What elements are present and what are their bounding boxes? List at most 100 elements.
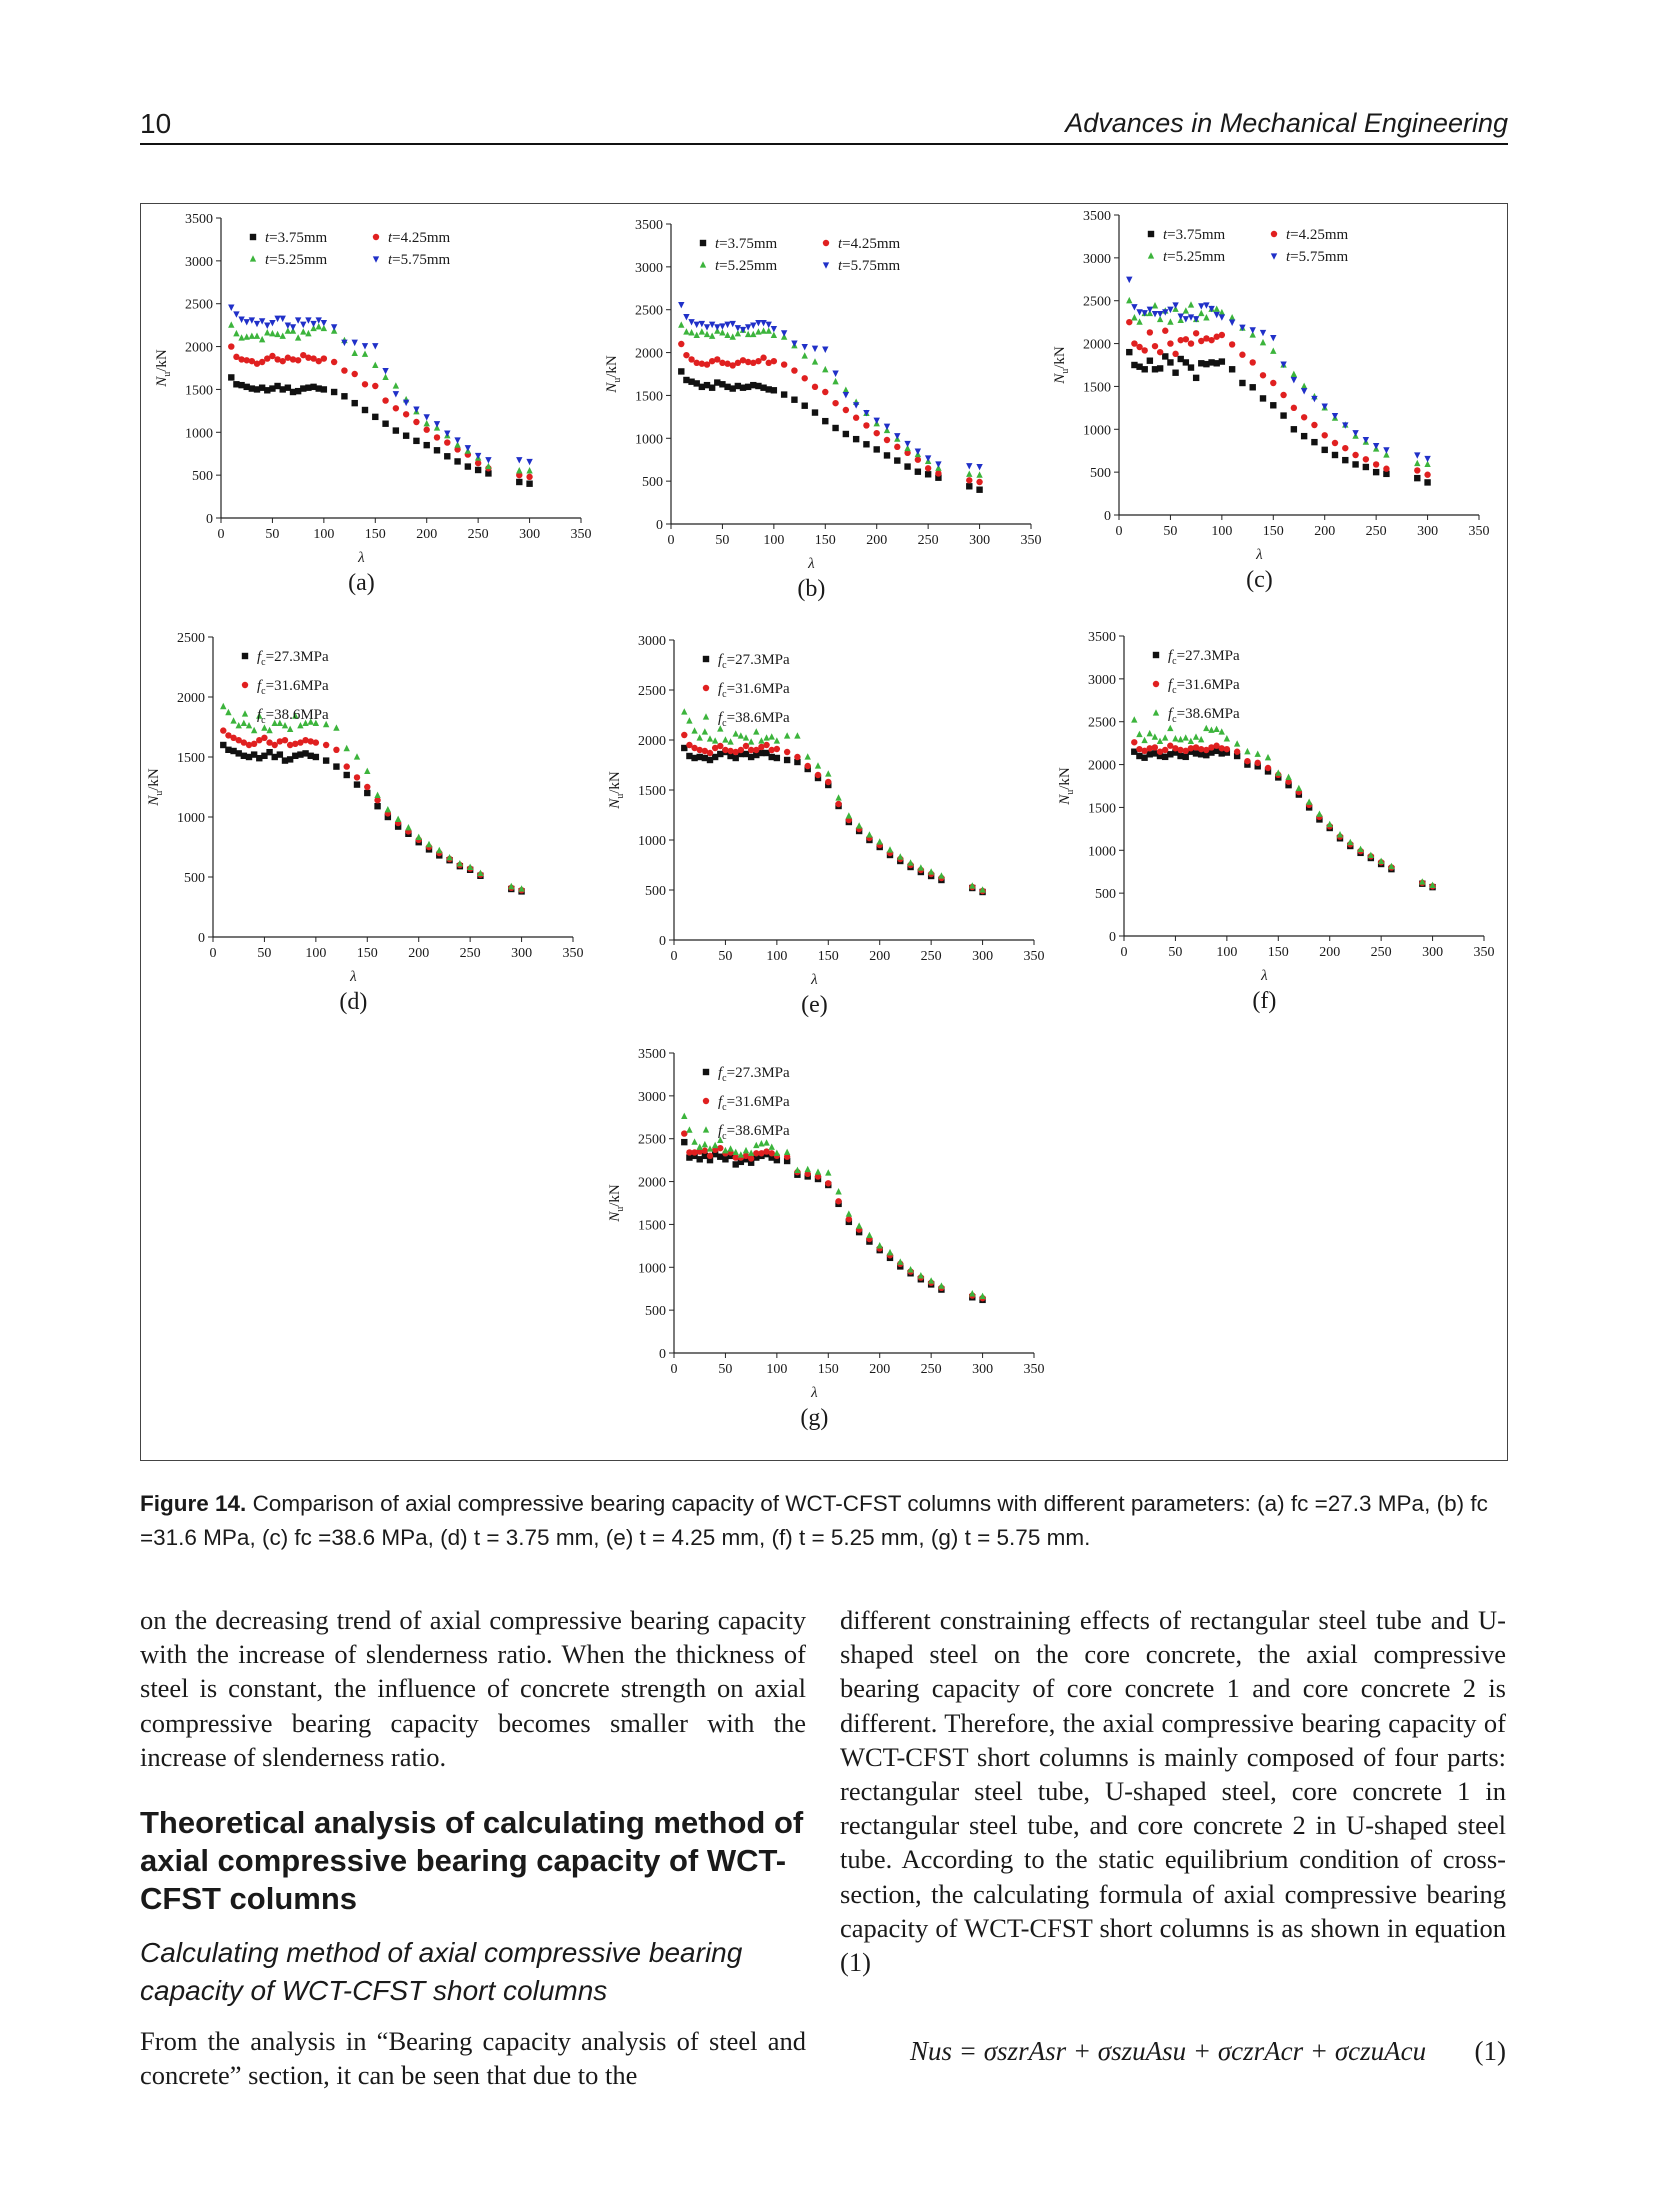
data-point [474, 452, 482, 460]
data-point [696, 746, 703, 754]
data-point [886, 1248, 894, 1256]
equation-number: (1) [1474, 2036, 1506, 2066]
y-tick-label: 2000 [635, 347, 663, 362]
x-tick-label: 50 [718, 949, 732, 964]
data-point [300, 328, 307, 335]
data-point [801, 352, 808, 359]
data-point [1136, 309, 1143, 316]
chart-panel-2: 0 50 100 150 200 250 300 3500500100015002000250… [1052, 209, 1490, 593]
data-point [1141, 366, 1148, 373]
data-point [1192, 330, 1200, 337]
data-point [1362, 456, 1370, 463]
data-point [811, 345, 819, 353]
data-point [1172, 735, 1179, 742]
data-point [734, 359, 742, 367]
data-point [253, 320, 261, 328]
data-point [732, 748, 739, 756]
y-tick-label: 3000 [638, 1090, 666, 1105]
data-point [312, 719, 320, 726]
data-point [292, 752, 299, 759]
data-point [804, 762, 811, 770]
data-point [238, 356, 245, 363]
data-point [1223, 749, 1231, 756]
data-point [1424, 455, 1431, 463]
y-axis-label: Nu/kN [607, 771, 626, 810]
data-point [1172, 749, 1179, 756]
data-point [266, 749, 273, 756]
data-point [1270, 334, 1277, 342]
data-point [245, 741, 253, 749]
data-point [1208, 726, 1215, 733]
data-point [240, 719, 248, 726]
data-point [1126, 296, 1133, 304]
data-point [780, 330, 788, 337]
data-point [729, 362, 736, 369]
data-point [681, 1112, 688, 1120]
data-point [773, 1149, 781, 1156]
data-point [1388, 862, 1395, 870]
data-point [243, 333, 250, 340]
data-point [979, 1292, 986, 1300]
data-point [717, 1153, 724, 1160]
data-point [750, 322, 757, 329]
data-point [894, 433, 901, 440]
data-point [269, 319, 276, 327]
data-point [248, 357, 256, 365]
data-point [1187, 364, 1195, 371]
data-point [706, 1152, 714, 1160]
data-point [305, 384, 312, 391]
data-point [1208, 359, 1215, 366]
data-point [1131, 748, 1138, 755]
data-point [873, 417, 880, 425]
data-point [897, 1258, 904, 1265]
data-point [1290, 376, 1298, 384]
data-point [423, 426, 430, 433]
data-point [691, 727, 698, 734]
legend-marker [372, 256, 380, 263]
data-point [969, 1290, 976, 1297]
data-point [822, 346, 829, 353]
data-point [760, 319, 767, 327]
data-point [794, 732, 801, 739]
data-point [1218, 745, 1225, 752]
data-point [822, 365, 829, 373]
data-point [1208, 749, 1215, 756]
y-tick-label: 500 [184, 871, 205, 886]
data-point [768, 753, 775, 761]
data-point [392, 391, 400, 398]
data-point [284, 327, 292, 334]
data-point [883, 436, 891, 444]
data-point [701, 747, 709, 755]
data-point [292, 712, 299, 719]
data-point [256, 755, 263, 762]
legend-label-0: t=3.75mm [715, 236, 778, 252]
data-point [233, 353, 240, 361]
data-point [1218, 331, 1226, 339]
data-point [233, 381, 240, 388]
data-point [261, 734, 268, 741]
legend-marker [1270, 230, 1278, 238]
legend-label-1: fc=31.6MPa [718, 1094, 790, 1113]
right-paragraph: different constraining effects of rectan… [840, 1605, 1506, 1978]
data-point [485, 470, 492, 477]
data-point [693, 331, 700, 339]
y-axis-label: Nu/kN [146, 768, 165, 807]
data-point [1213, 747, 1220, 755]
data-point [230, 747, 237, 755]
data-point [698, 328, 706, 335]
data-point [750, 330, 757, 338]
data-point [711, 737, 719, 744]
data-point [1414, 474, 1421, 482]
legend-label-3: t=5.75mm [838, 258, 901, 274]
data-point [286, 741, 294, 749]
data-point [271, 753, 278, 761]
data-point [302, 719, 309, 726]
page-number: 10 [140, 108, 172, 139]
data-point [1213, 311, 1220, 319]
data-point [258, 384, 266, 391]
data-point [711, 753, 719, 761]
data-point [302, 750, 309, 757]
data-point [516, 457, 523, 464]
data-point [768, 1143, 775, 1150]
legend-label-2: fc=38.6MPa [718, 1123, 790, 1142]
